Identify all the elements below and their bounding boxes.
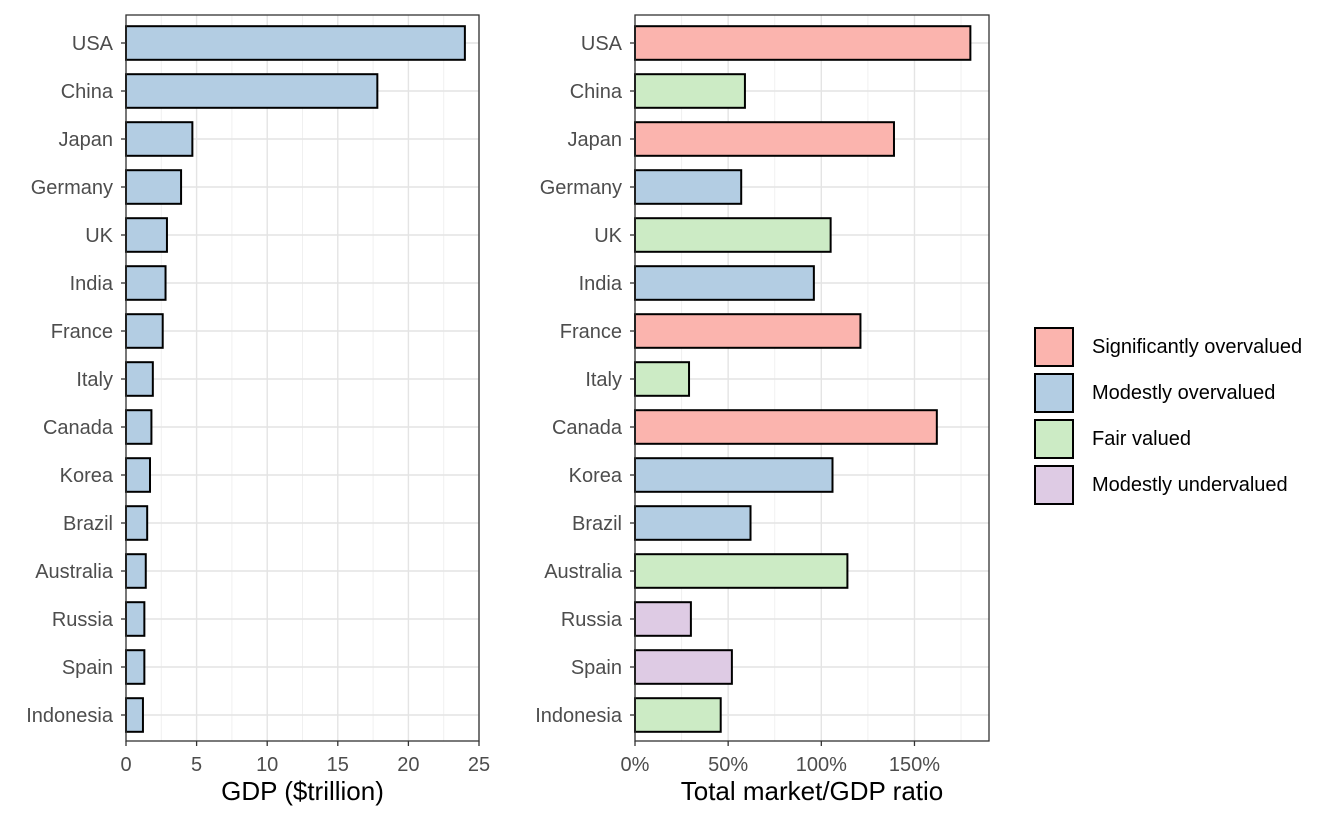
bar-italy xyxy=(125,361,154,397)
category-label: China xyxy=(570,81,623,103)
category-label: USA xyxy=(72,33,114,55)
bar-australia xyxy=(634,553,849,589)
category-label: Korea xyxy=(60,465,114,487)
legend-swatch xyxy=(1034,327,1074,367)
category-label: Indonesia xyxy=(26,705,114,727)
category-label: UK xyxy=(85,225,113,247)
legend-label: Modestly overvalued xyxy=(1092,381,1276,404)
legend: Significantly overvalued Modestly overva… xyxy=(1034,324,1302,508)
category-label: Spain xyxy=(571,657,622,679)
category-label: Germany xyxy=(540,177,622,199)
bar-japan xyxy=(125,121,194,157)
category-label: Korea xyxy=(569,465,623,487)
legend-swatch xyxy=(1034,373,1074,413)
bar-japan xyxy=(634,121,895,157)
x-tick-label: 150% xyxy=(889,754,940,776)
bar-spain xyxy=(634,649,733,685)
bar-korea xyxy=(634,457,834,493)
bar-germany xyxy=(634,169,743,205)
bar-russia xyxy=(634,601,692,637)
category-label: Russia xyxy=(561,609,623,631)
bar-korea xyxy=(125,457,152,493)
bar-brazil xyxy=(125,505,149,541)
bar-germany xyxy=(125,169,183,205)
bar-brazil xyxy=(634,505,752,541)
category-label: France xyxy=(560,321,622,343)
x-tick-label: 50% xyxy=(708,754,748,776)
category-label: UK xyxy=(594,225,622,247)
legend-swatch xyxy=(1034,419,1074,459)
category-label: Italy xyxy=(585,369,622,391)
x-tick-label: 25 xyxy=(468,754,490,776)
bar-france xyxy=(634,313,862,349)
category-label: India xyxy=(70,273,114,295)
x-tick-label: 0 xyxy=(120,754,131,776)
bar-france xyxy=(125,313,164,349)
legend-item: Fair valued xyxy=(1034,416,1302,462)
panel-border xyxy=(125,14,480,742)
x-tick-label: 5 xyxy=(191,754,202,776)
x-tick-label: 15 xyxy=(327,754,349,776)
category-label: Spain xyxy=(62,657,113,679)
bar-spain xyxy=(125,649,146,685)
x-axis-title: Total market/GDP ratio xyxy=(681,776,944,806)
bar-indonesia xyxy=(634,697,722,733)
x-tick-label: 0% xyxy=(621,754,650,776)
bar-uk xyxy=(634,217,832,253)
bar-china xyxy=(125,73,379,109)
bar-uk xyxy=(125,217,168,253)
category-label: USA xyxy=(581,33,623,55)
bar-australia xyxy=(125,553,147,589)
category-label: Italy xyxy=(76,369,113,391)
category-label: Canada xyxy=(43,417,114,439)
x-tick-label: 10 xyxy=(256,754,278,776)
category-label: Canada xyxy=(552,417,623,439)
bar-indonesia xyxy=(125,697,144,733)
category-label: Brazil xyxy=(63,513,113,535)
category-label: China xyxy=(61,81,114,103)
gdp-panel: USA China Japan Germany UK India France Italy Ca… xyxy=(26,14,490,806)
x-tick-label: 20 xyxy=(397,754,419,776)
bar-russia xyxy=(125,601,146,637)
bar-italy xyxy=(634,361,691,397)
category-label: Germany xyxy=(31,177,113,199)
market-gdp-ratio-panel: USA China Japan Germany UK India France Italy Ca… xyxy=(535,14,990,806)
category-label: Japan xyxy=(59,129,114,151)
category-label: Indonesia xyxy=(535,705,623,727)
legend-item: Modestly overvalued xyxy=(1034,370,1302,416)
panel-border xyxy=(634,14,990,742)
category-label: Japan xyxy=(568,129,623,151)
category-label: Russia xyxy=(52,609,114,631)
legend-swatch xyxy=(1034,465,1074,505)
category-label: Australia xyxy=(544,561,623,583)
legend-label: Fair valued xyxy=(1092,427,1191,450)
category-label: Australia xyxy=(35,561,114,583)
bar-india xyxy=(125,265,167,301)
bar-canada xyxy=(634,409,938,445)
category-label: France xyxy=(51,321,113,343)
bar-india xyxy=(634,265,815,301)
legend-item: Significantly overvalued xyxy=(1034,324,1302,370)
category-label: India xyxy=(579,273,623,295)
x-tick-label: 100% xyxy=(796,754,847,776)
bar-china xyxy=(634,73,746,109)
category-label: Brazil xyxy=(572,513,622,535)
x-axis-title: GDP ($trillion) xyxy=(221,776,384,806)
legend-item: Modestly undervalued xyxy=(1034,462,1302,508)
bar-usa xyxy=(634,25,972,61)
legend-label: Significantly overvalued xyxy=(1092,335,1303,358)
bar-canada xyxy=(125,409,153,445)
legend-label: Modestly undervalued xyxy=(1092,473,1288,496)
bar-usa xyxy=(125,25,466,61)
